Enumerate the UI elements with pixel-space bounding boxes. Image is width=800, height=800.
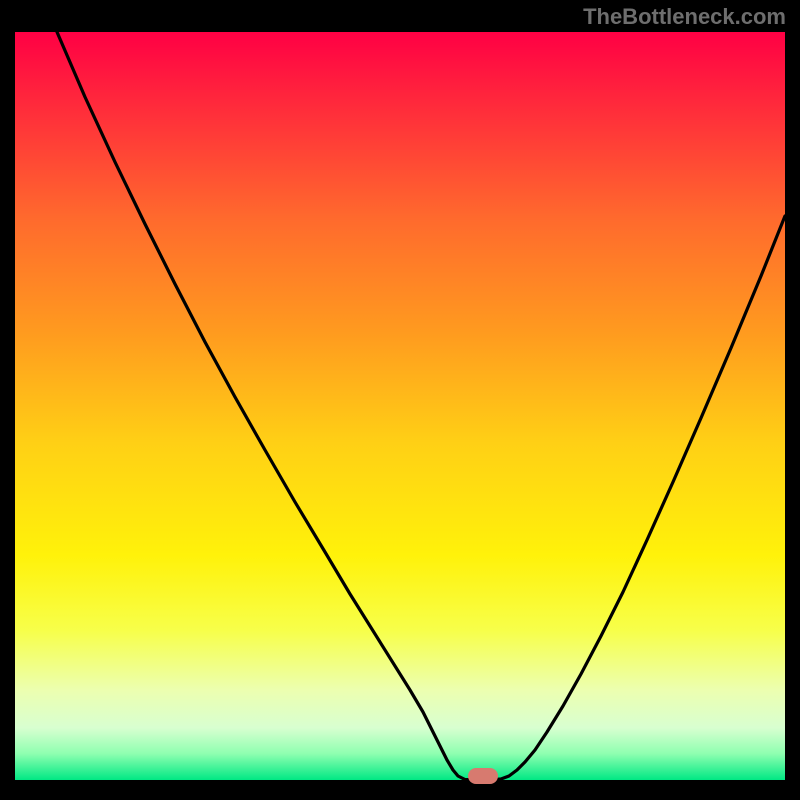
watermark-text: TheBottleneck.com — [583, 4, 786, 30]
optimal-point-marker — [468, 768, 498, 784]
plot-area — [15, 32, 785, 780]
bottleneck-curve — [15, 32, 785, 780]
chart-container: TheBottleneck.com — [0, 0, 800, 800]
